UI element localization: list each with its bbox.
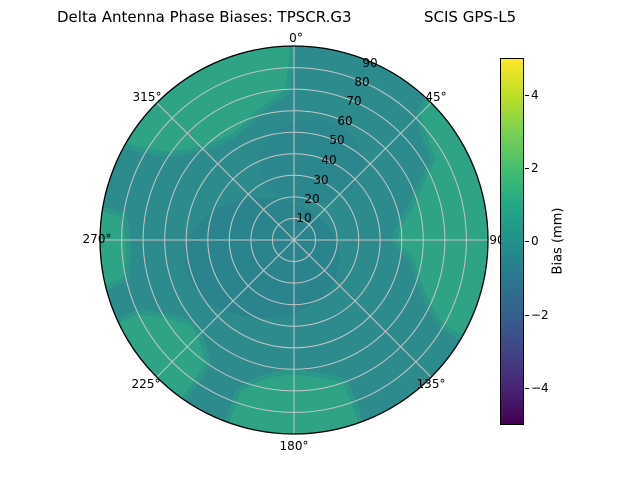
- bias-patch-dark-upper: [260, 120, 364, 204]
- colorbar: [500, 58, 524, 425]
- azimuth-label-45: 45°: [425, 90, 447, 104]
- colorbar-axis-label: Bias (mm): [550, 207, 566, 275]
- radial-label-30: 30: [313, 173, 329, 187]
- colorbar-tick: [525, 315, 529, 316]
- colorbar-tick: [525, 95, 529, 96]
- colorbar-tick-label-m4: −4: [531, 381, 549, 395]
- radial-label-70: 70: [346, 94, 362, 108]
- radial-label-50: 50: [329, 133, 345, 147]
- azimuth-label-315: 315°: [132, 90, 162, 104]
- bias-patch-left: [100, 201, 132, 297]
- colorbar-tick-label-2: 2: [531, 161, 539, 175]
- bias-patch-dark-center: [184, 198, 340, 318]
- radial-label-60: 60: [337, 114, 353, 128]
- figure-title-left: Delta Antenna Phase Biases: TPSCR.G3: [57, 8, 352, 26]
- radial-label-80: 80: [354, 75, 370, 89]
- colorbar-tick: [525, 168, 529, 169]
- radial-label-10: 10: [296, 211, 312, 225]
- colorbar-tick-label-m2: −2: [531, 308, 549, 322]
- polar-outline: [99, 45, 489, 435]
- bias-patch-lower-left: [101, 309, 211, 415]
- colorbar-tick: [525, 388, 529, 389]
- bias-patch-upper-left: [105, 46, 297, 157]
- azimuth-label-225: 225°: [131, 377, 161, 391]
- colorbar-tick: [525, 241, 529, 242]
- colorbar-tick-label-0: 0: [531, 234, 539, 248]
- polar-grid-spokes: [100, 46, 488, 434]
- azimuth-label-180: 180°: [279, 439, 309, 453]
- azimuth-label-135: 135°: [416, 377, 446, 391]
- radial-label-20: 20: [304, 192, 320, 206]
- azimuth-label-270: 270°: [82, 232, 112, 246]
- figure-title-right: SCIS GPS-L5: [424, 8, 517, 26]
- colorbar-tick-label-4: 4: [531, 88, 539, 102]
- radial-label-90: 90: [362, 56, 378, 70]
- azimuth-label-0: 0°: [289, 31, 303, 45]
- radial-label-40: 40: [321, 153, 337, 167]
